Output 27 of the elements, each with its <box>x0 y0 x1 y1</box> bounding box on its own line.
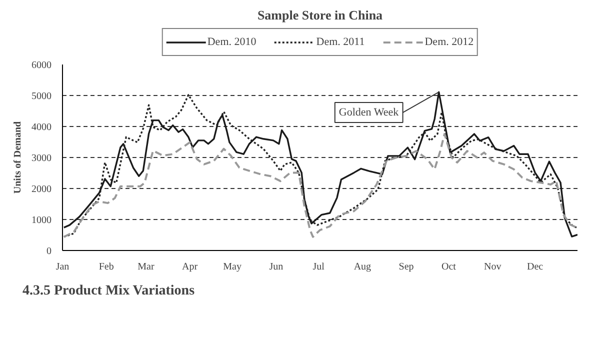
y-tick-label: 2000 <box>32 184 52 195</box>
x-tick-label: May <box>223 262 242 272</box>
y-tick-label: 0 <box>46 246 52 257</box>
x-tick-label: Apr <box>182 262 198 272</box>
x-tick-label: Sep <box>398 262 414 272</box>
chart-title: Sample Store in China <box>257 8 384 22</box>
x-tick-label: Jul <box>312 262 325 272</box>
line-series <box>62 132 578 238</box>
legend-label: Dem. 2010 <box>207 36 256 48</box>
y-tick-label: 1000 <box>32 215 52 226</box>
x-tick-label: Jun <box>269 262 284 272</box>
y-tick-label: 5000 <box>32 91 52 102</box>
y-tick-label: 3000 <box>32 153 52 164</box>
annotation: Golden Week <box>338 106 400 119</box>
y-axis-title: Units of Demand <box>12 120 24 194</box>
x-tick-label: Dec <box>527 262 544 272</box>
x-tick-label: Oct <box>442 262 456 272</box>
y-tick-label: 6000 <box>32 60 52 71</box>
x-tick-label: Feb <box>98 262 114 272</box>
x-tick-label: Jan <box>56 262 70 272</box>
y-tick-label: 4000 <box>32 122 52 133</box>
legend-label: Dem. 2011 <box>316 36 365 48</box>
legend-label: Dem. 2012 <box>424 36 474 48</box>
x-tick-label: Mar <box>138 262 155 272</box>
x-tick-label: Aug <box>354 262 372 272</box>
text: 4.3.5 Product Mix Variations <box>22 284 196 298</box>
x-tick-label: Nov <box>484 262 502 272</box>
